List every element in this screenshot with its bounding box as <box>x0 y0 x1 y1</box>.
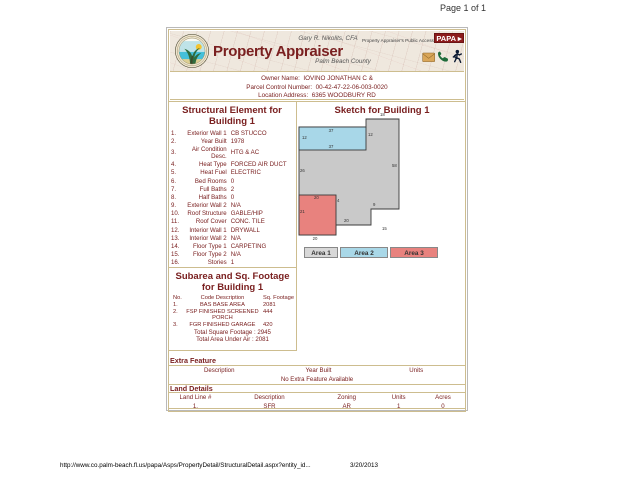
svg-text:26: 26 <box>300 168 305 173</box>
svg-text:15: 15 <box>382 226 387 231</box>
svg-text:20: 20 <box>313 236 318 241</box>
svg-text:58: 58 <box>392 163 397 168</box>
svg-text:20: 20 <box>314 195 319 200</box>
svg-text:12: 12 <box>368 132 373 137</box>
svg-text:18: 18 <box>380 112 385 117</box>
svg-text:21: 21 <box>300 209 305 214</box>
svg-text:37: 37 <box>329 144 334 149</box>
svg-text:20: 20 <box>344 218 349 223</box>
svg-text:37: 37 <box>329 128 334 133</box>
svg-text:12: 12 <box>302 135 307 140</box>
